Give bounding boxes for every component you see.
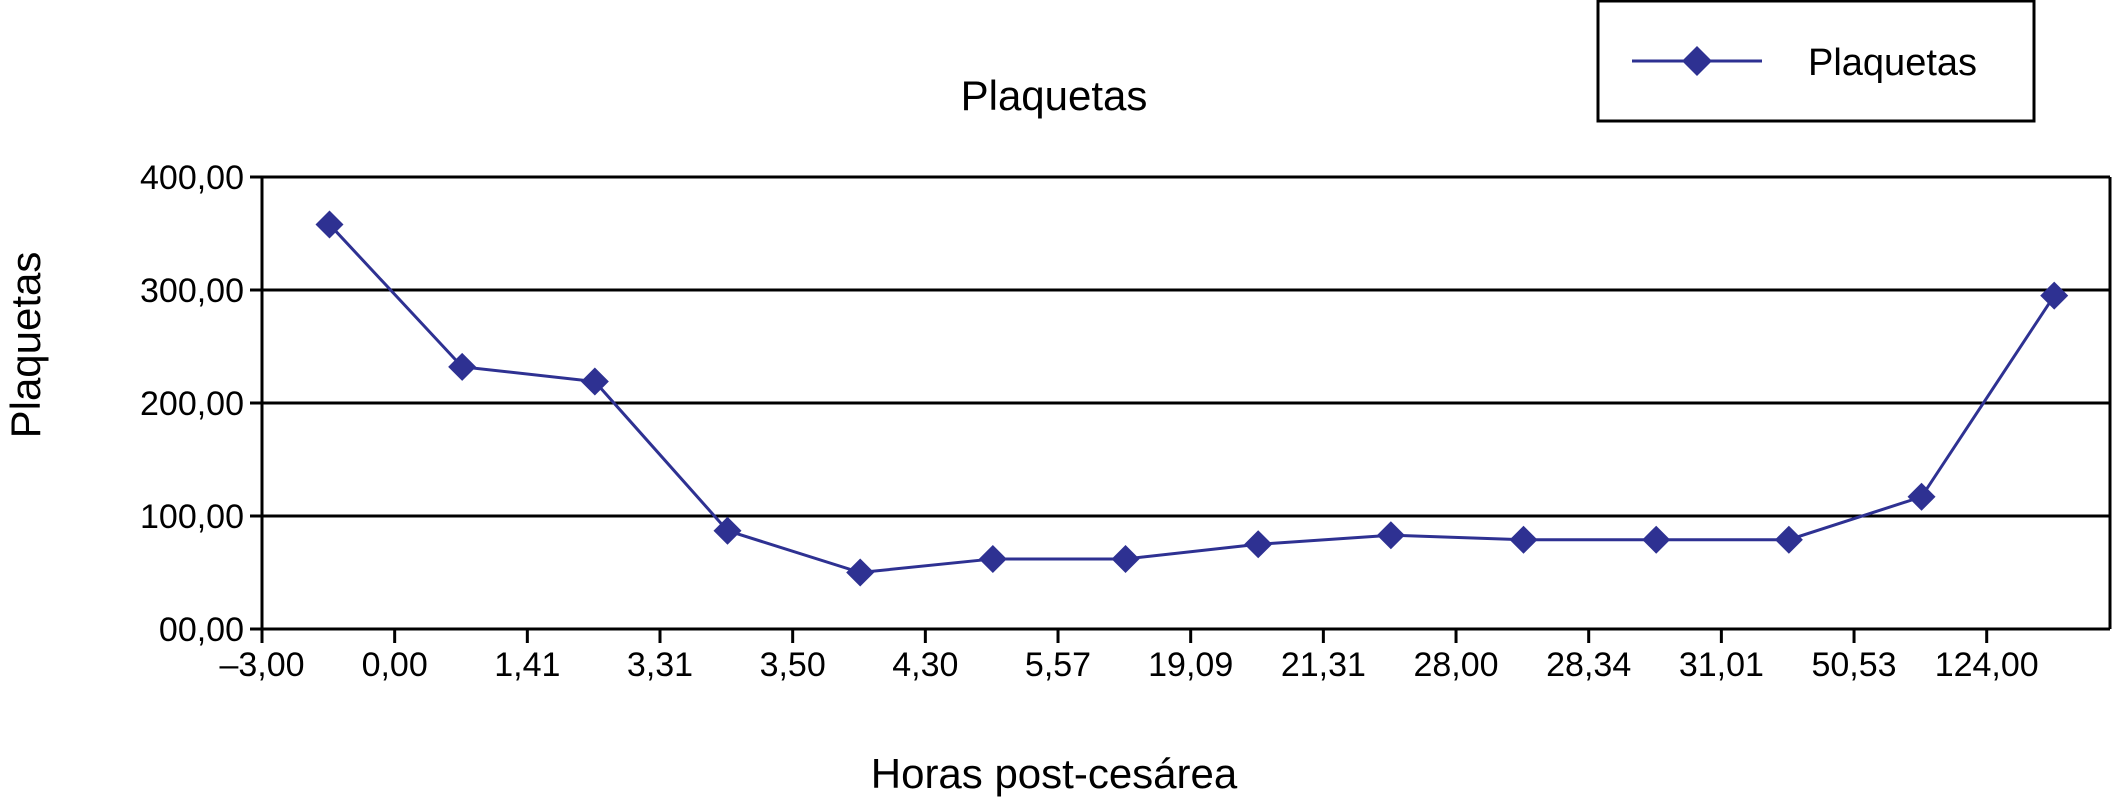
x-tick-label: 31,01 — [1679, 646, 1764, 684]
data-point — [448, 352, 477, 381]
x-tick-label: 3,50 — [760, 646, 826, 684]
x-tick-label: 28,34 — [1546, 646, 1631, 684]
data-point — [978, 544, 1007, 573]
x-tick-label: 4,30 — [892, 646, 958, 684]
legend-label: Plaquetas — [1808, 42, 1977, 84]
x-tick-label: 3,31 — [627, 646, 693, 684]
x-tick-label: 21,31 — [1281, 646, 1366, 684]
y-tick-label: 100,00 — [140, 498, 244, 536]
x-tick-label: 1,41 — [494, 646, 560, 684]
y-tick-label: 00,00 — [159, 611, 244, 649]
y-tick-label: 400,00 — [140, 159, 244, 197]
x-tick-label: 5,57 — [1025, 646, 1091, 684]
data-point — [846, 558, 875, 587]
data-point — [1774, 525, 1803, 554]
x-axis-label: Horas post-cesárea — [871, 750, 1238, 797]
data-point — [713, 516, 742, 545]
y-tick-label: 200,00 — [140, 385, 244, 423]
chart-title: Plaquetas — [961, 72, 1148, 119]
data-point — [580, 367, 609, 396]
data-point — [1111, 544, 1140, 573]
y-tick-label: 300,00 — [140, 272, 244, 310]
x-tick-label: 0,00 — [362, 646, 428, 684]
x-tick-label: –3,00 — [219, 646, 304, 684]
data-point — [315, 210, 344, 239]
data-point — [2040, 281, 2069, 310]
legend-marker — [1682, 46, 1712, 76]
x-tick-label: 28,00 — [1413, 646, 1498, 684]
x-tick-label: 124,00 — [1935, 646, 2039, 684]
x-tick-label: 50,53 — [1811, 646, 1896, 684]
data-point — [1907, 482, 1936, 511]
series-line — [328, 223, 2056, 575]
x-tick-label: 19,09 — [1148, 646, 1233, 684]
data-point — [1509, 525, 1538, 554]
data-point — [1244, 530, 1273, 559]
plot-area: 00,00 100,00 200,00 300,00 400,00 –3,00 0,00 1,… — [140, 159, 2112, 684]
data-point — [1376, 521, 1405, 550]
data-point — [1642, 525, 1671, 554]
legend: Plaquetas — [1596, 0, 2036, 123]
y-axis-label: Plaquetas — [2, 252, 49, 439]
